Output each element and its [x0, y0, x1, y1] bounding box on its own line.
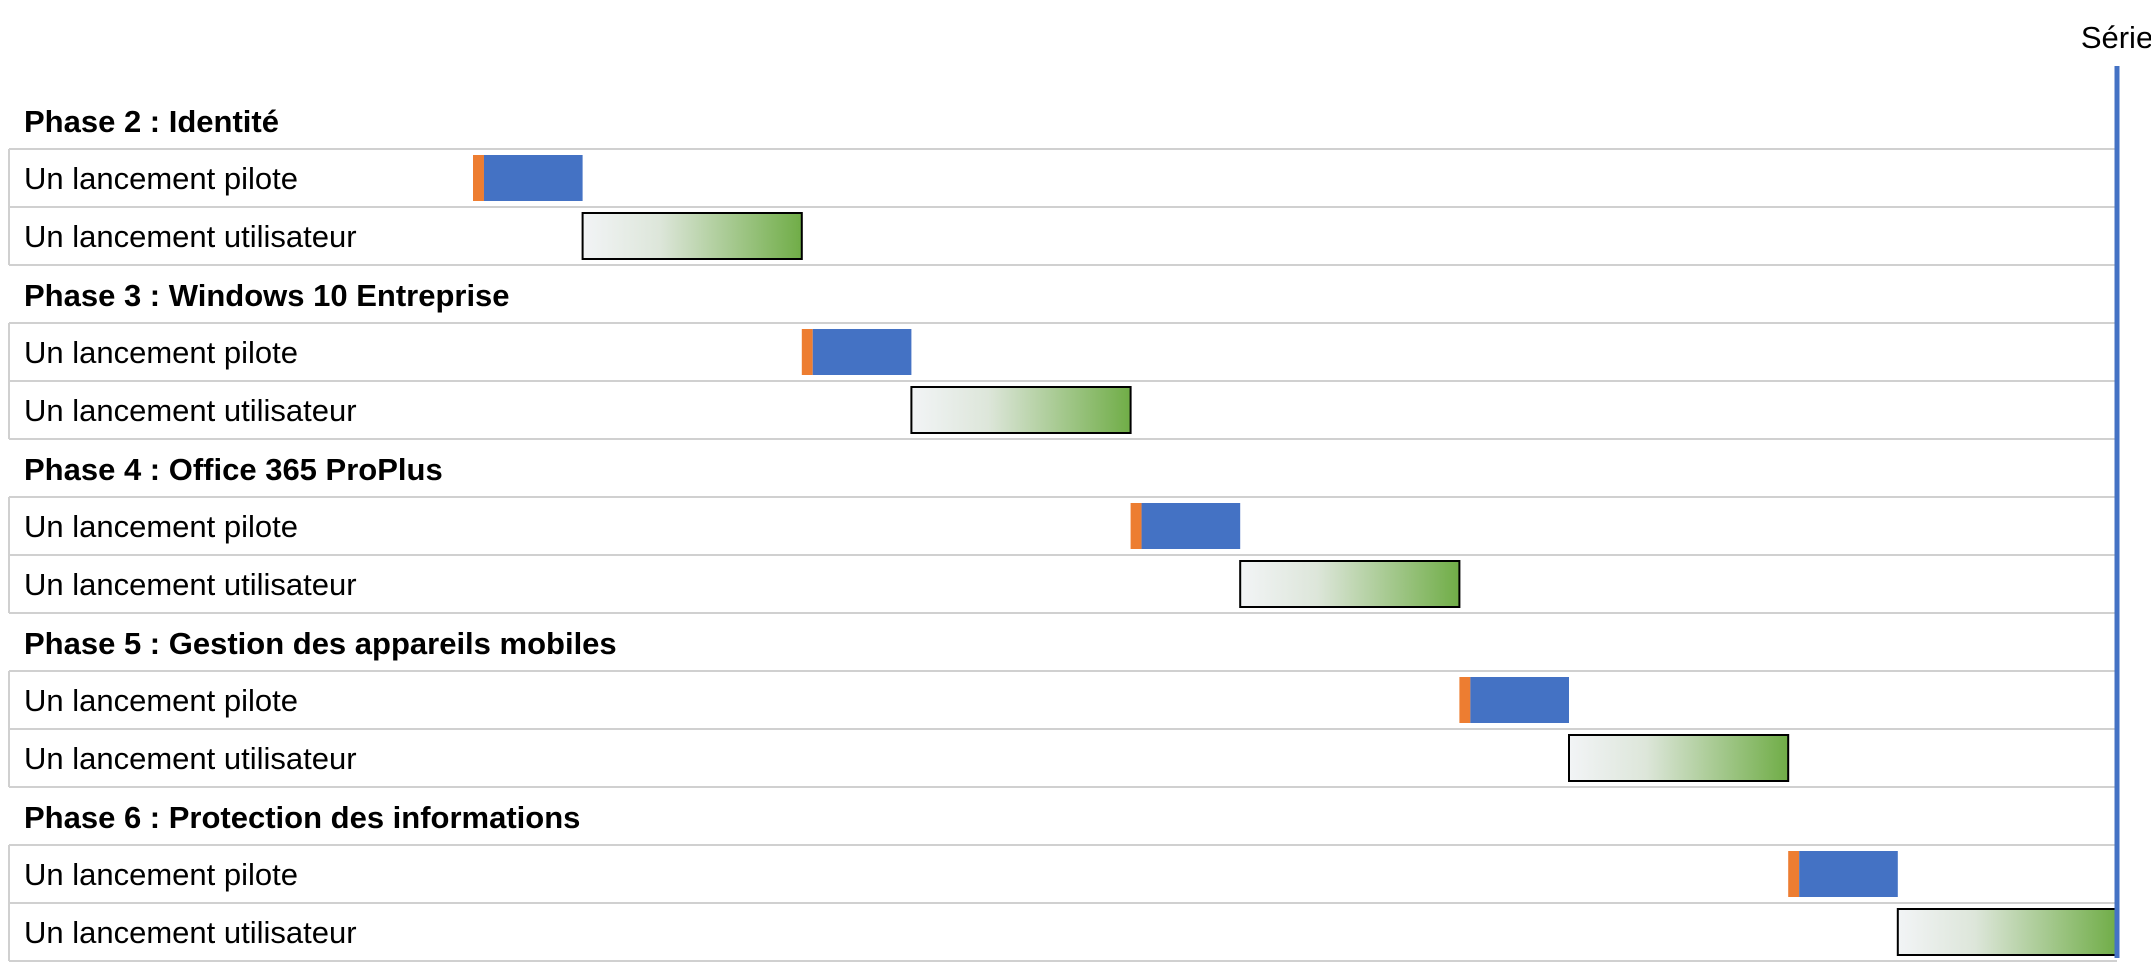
pilot-start-marker	[1130, 503, 1142, 549]
bars	[473, 155, 2119, 956]
user-launch-bar	[581, 212, 803, 260]
task-label: Un lancement pilote	[24, 509, 298, 544]
task-label: Un lancement utilisateur	[24, 219, 357, 254]
grid-lines	[8, 148, 2117, 962]
pilot-bar	[1799, 851, 1898, 897]
pilot-bar	[483, 155, 583, 201]
task-label: Un lancement pilote	[24, 335, 298, 370]
task-label: Un lancement pilote	[24, 161, 298, 196]
task-label: Un lancement utilisateur	[24, 393, 357, 428]
phase-label: Phase 4 : Office 365 ProPlus	[24, 452, 443, 487]
pilot-start-marker	[801, 329, 813, 375]
user-launch-bar	[910, 386, 1132, 434]
task-label: Un lancement utilisateur	[24, 915, 357, 950]
task-label: Un lancement pilote	[24, 857, 298, 892]
series-label: Série	[2081, 20, 2151, 55]
phase-label: Phase 5 : Gestion des appareils mobiles	[24, 626, 617, 661]
series-marker: Série	[2081, 20, 2151, 958]
user-launch-bar	[1568, 734, 1790, 782]
task-label: Un lancement utilisateur	[24, 741, 357, 776]
pilot-start-marker	[1788, 851, 1800, 897]
pilot-start-marker	[473, 155, 484, 201]
user-launch-bar	[1896, 908, 2119, 956]
row-labels: Phase 2 : Identité Un lancement pilote Un …	[24, 104, 617, 950]
pilot-bar	[1470, 677, 1569, 723]
pilot-bar	[812, 329, 912, 375]
task-label: Un lancement pilote	[24, 683, 298, 718]
task-label: Un lancement utilisateur	[24, 567, 357, 602]
phase-label: Phase 2 : Identité	[24, 104, 279, 139]
phase-label: Phase 3 : Windows 10 Entreprise	[24, 278, 510, 313]
user-launch-bar	[1239, 560, 1461, 608]
phase-label: Phase 6 : Protection des informations	[24, 800, 580, 835]
pilot-start-marker	[1459, 677, 1471, 723]
pilot-bar	[1141, 503, 1241, 549]
